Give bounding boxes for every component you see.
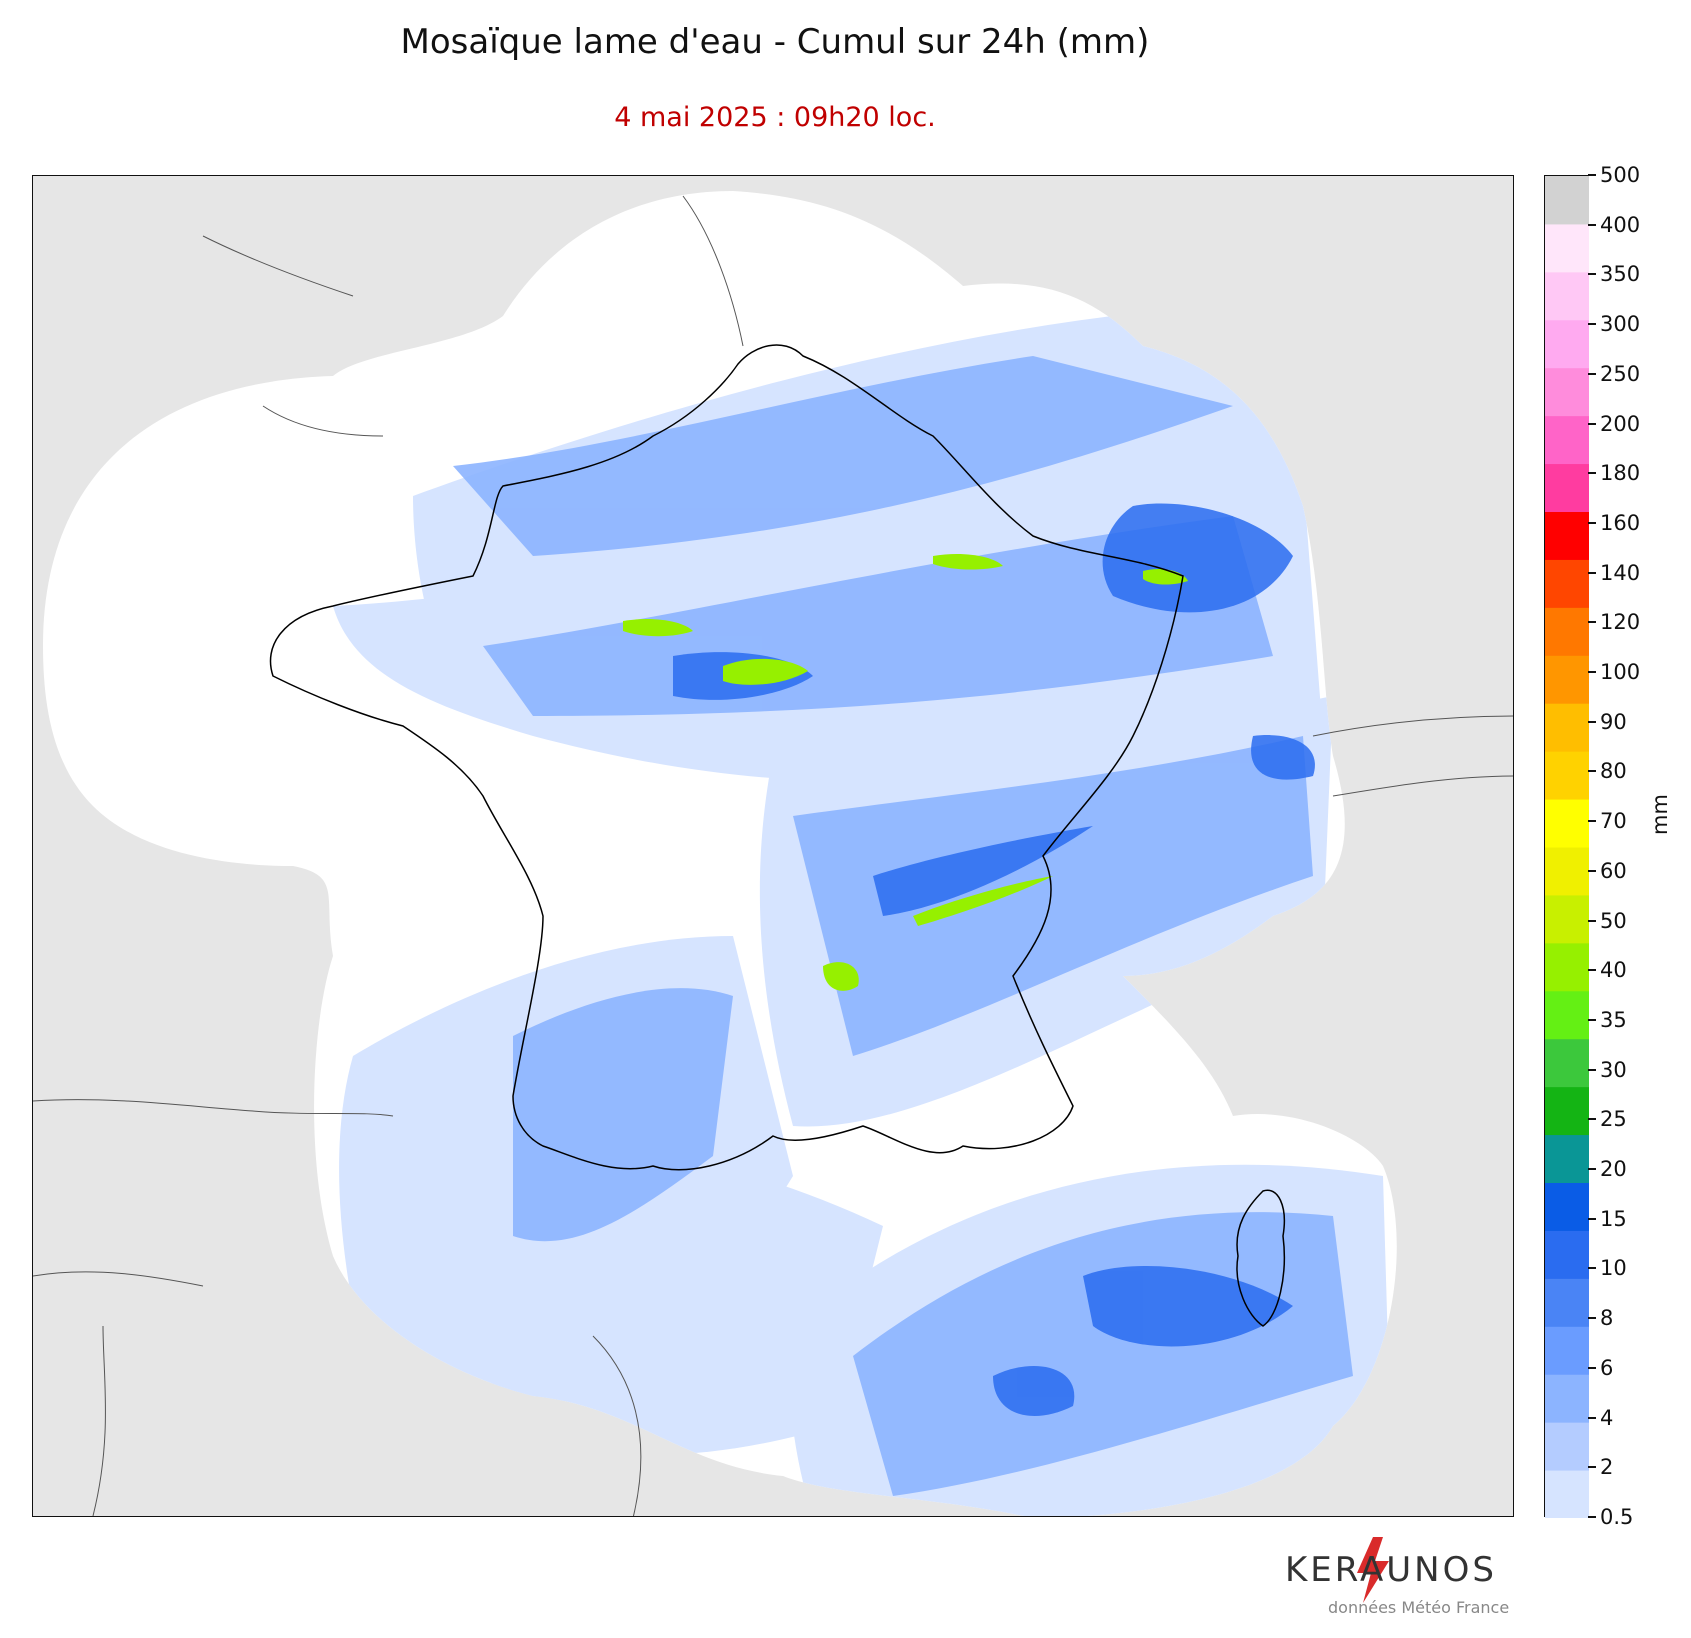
tick-label: 20	[1600, 1157, 1627, 1182]
map-canvas	[33, 191, 1513, 1516]
tick-mark	[1588, 1168, 1596, 1171]
map-subtitle-date: 4 mai 2025 : 09h20 loc.	[614, 102, 936, 133]
tick-mark	[1588, 1466, 1596, 1469]
tick-mark	[1588, 820, 1596, 823]
tick-label: 500	[1600, 163, 1641, 187]
color-scale-unit: mm	[1648, 794, 1672, 835]
color-swatch	[1545, 1422, 1589, 1471]
color-scale-ticks: 0.5 2 4 6 8 10 15 20 25 30 35 40 50 60 70 80 90 100 120 140…	[1588, 163, 1668, 1529]
color-scale-bar	[1544, 175, 1589, 1518]
tick-label: 6	[1600, 1355, 1614, 1380]
tick-label: 8	[1600, 1306, 1614, 1331]
tick-label: 400	[1600, 212, 1641, 237]
color-swatch	[1545, 1038, 1589, 1088]
tick-label: 40	[1600, 958, 1627, 983]
tick-label: 160	[1600, 510, 1641, 535]
tick-mark	[1588, 521, 1596, 524]
tick-label: 25	[1600, 1107, 1627, 1132]
tick-mark	[1588, 1267, 1596, 1270]
color-swatch	[1545, 1230, 1589, 1279]
tick-label: 200	[1600, 411, 1641, 436]
tick-mark	[1588, 770, 1596, 773]
tick-label: 60	[1600, 858, 1627, 883]
tick-mark	[1588, 1516, 1596, 1518]
color-swatch	[1545, 1326, 1589, 1375]
tick-label: 250	[1600, 361, 1641, 386]
tick-mark	[1588, 571, 1596, 574]
color-scale-swatches	[1545, 176, 1589, 1518]
tick-label: 15	[1600, 1206, 1627, 1231]
tick-mark	[1588, 273, 1596, 276]
tick-mark	[1588, 323, 1596, 326]
tick-label: 2	[1600, 1455, 1614, 1480]
tick-label: 140	[1600, 560, 1641, 585]
color-swatch	[1545, 271, 1589, 321]
tick-mark	[1588, 869, 1596, 872]
color-swatch	[1545, 1182, 1589, 1231]
tick-label: 100	[1600, 660, 1641, 685]
tick-mark	[1588, 372, 1596, 375]
data-credit: données Météo France	[1328, 1598, 1510, 1617]
color-swatch	[1545, 894, 1589, 944]
tick-label: 4	[1600, 1405, 1614, 1430]
precipitation-field	[333, 306, 1393, 1516]
corsica-outline	[1236, 1189, 1286, 1327]
color-swatch	[1545, 559, 1589, 608]
color-swatch	[1545, 703, 1589, 752]
color-swatch	[1545, 655, 1589, 704]
tick-mark	[1588, 671, 1596, 674]
tick-mark	[1588, 223, 1596, 226]
color-swatch	[1545, 463, 1589, 512]
tick-label: 0.5	[1600, 1505, 1634, 1529]
tick-mark	[1588, 1118, 1596, 1121]
tick-mark	[1588, 919, 1596, 922]
color-swatch	[1545, 223, 1589, 273]
color-swatch	[1545, 367, 1589, 417]
rain-accumulation-map	[32, 175, 1514, 1517]
tick-label: 350	[1600, 262, 1641, 287]
brand-name: KERAUNOS	[1285, 1550, 1497, 1590]
tick-mark	[1588, 472, 1596, 475]
tick-label: 90	[1600, 709, 1627, 734]
tick-label: 120	[1600, 610, 1641, 635]
color-swatch	[1545, 847, 1589, 896]
color-swatch	[1545, 1134, 1589, 1183]
tick-label: 50	[1600, 908, 1627, 933]
tick-mark	[1588, 1317, 1596, 1320]
lightning-bolt-icon	[1357, 1537, 1389, 1603]
tick-label: 70	[1600, 809, 1627, 834]
color-swatch	[1545, 176, 1589, 225]
color-swatch	[1545, 1374, 1589, 1423]
tick-mark	[1588, 174, 1596, 176]
tick-label: 35	[1600, 1007, 1627, 1032]
color-swatch	[1545, 990, 1589, 1040]
color-swatch	[1545, 607, 1589, 656]
tick-mark	[1588, 720, 1596, 723]
tick-label: 30	[1600, 1057, 1627, 1082]
tick-label: 80	[1600, 759, 1627, 784]
tick-label: 300	[1600, 312, 1641, 337]
color-swatch	[1545, 751, 1589, 800]
france-border	[269, 344, 1184, 1171]
color-swatch	[1545, 1470, 1589, 1518]
neighbour-borders	[33, 195, 1513, 1516]
color-swatch	[1545, 1278, 1589, 1327]
color-swatch	[1545, 799, 1589, 848]
tick-label: 10	[1600, 1256, 1627, 1281]
color-swatch	[1545, 1086, 1589, 1136]
color-swatch	[1545, 511, 1589, 560]
tick-mark	[1588, 969, 1596, 972]
tick-mark	[1588, 422, 1596, 425]
map-title: Mosaïque lame d'eau - Cumul sur 24h (mm)	[400, 22, 1150, 62]
tick-mark	[1588, 1416, 1596, 1419]
color-swatch	[1545, 942, 1589, 992]
tick-label: 180	[1600, 461, 1641, 486]
tick-mark	[1588, 1217, 1596, 1220]
tick-mark	[1588, 621, 1596, 624]
tick-mark	[1588, 1366, 1596, 1369]
tick-mark	[1588, 1018, 1596, 1021]
tick-mark	[1588, 1068, 1596, 1071]
color-swatch	[1545, 415, 1589, 465]
color-swatch	[1545, 319, 1589, 369]
